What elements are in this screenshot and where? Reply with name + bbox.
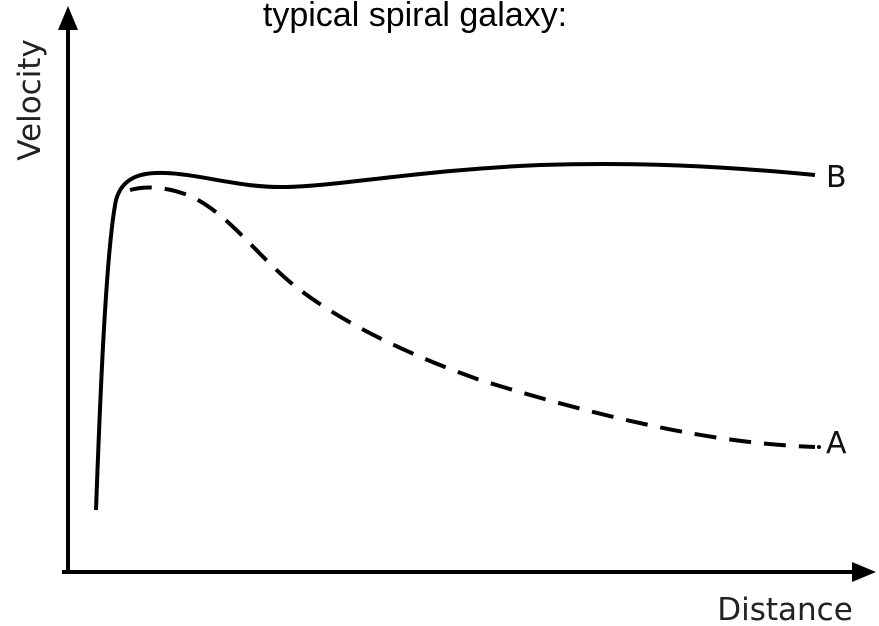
curve-b bbox=[94, 162, 816, 511]
title: typical spiral galaxy: bbox=[263, 0, 567, 34]
x-axis-arrow bbox=[852, 562, 876, 582]
curve-a-end bbox=[817, 445, 821, 449]
y-axis-label: Velocity bbox=[12, 39, 48, 161]
x-axis-label: Distance bbox=[717, 592, 853, 626]
y-axis-arrow bbox=[58, 6, 78, 30]
curve-a bbox=[129, 185, 816, 449]
curve-b-label: B bbox=[826, 160, 847, 195]
curve-a-label: A bbox=[826, 426, 847, 461]
